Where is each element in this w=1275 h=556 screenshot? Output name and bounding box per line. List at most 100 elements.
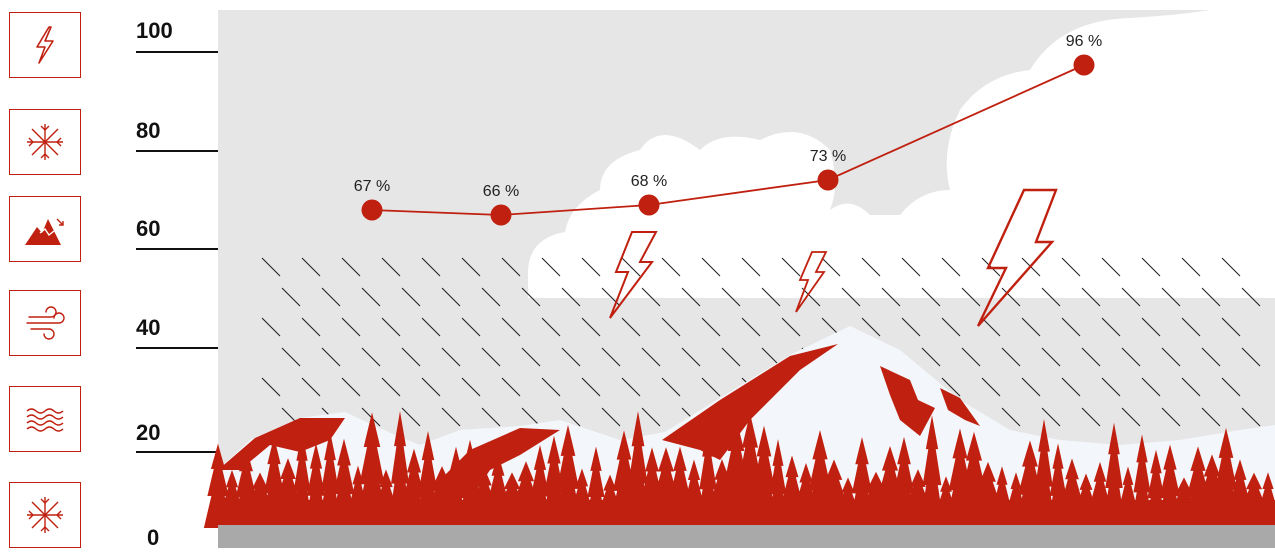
rain-streak xyxy=(861,257,881,277)
ytick-40: 40 xyxy=(136,315,161,340)
rain-streak xyxy=(561,347,581,367)
rain-streak xyxy=(1021,377,1041,397)
ytick-100: 100 xyxy=(136,18,173,43)
rain-streak xyxy=(1161,407,1181,427)
rain-streak xyxy=(441,347,461,367)
rain-streak xyxy=(981,317,1001,337)
rain-streak xyxy=(781,257,801,277)
rain-streak xyxy=(861,317,881,337)
rain-streak xyxy=(1121,347,1141,367)
rain-streak xyxy=(341,317,361,337)
waves-icon-box xyxy=(9,386,81,452)
rain-streak xyxy=(421,377,441,397)
rain-streak xyxy=(961,347,981,367)
rain-streak xyxy=(1141,317,1161,337)
rain-streak xyxy=(1221,317,1241,337)
rain-streak xyxy=(921,287,941,307)
rain-streak xyxy=(541,317,561,337)
rain-streak xyxy=(941,257,961,277)
rain-streak xyxy=(601,287,621,307)
rain-streak xyxy=(1181,377,1201,397)
rain-streak xyxy=(1001,287,1021,307)
rain-streak xyxy=(421,317,441,337)
rain-streak xyxy=(441,407,461,427)
rain-streak xyxy=(541,257,561,277)
data-label: 66 % xyxy=(483,183,519,200)
rain-streak xyxy=(501,377,521,397)
rain-streak xyxy=(521,287,541,307)
rain-streak xyxy=(1081,407,1101,427)
rain-streak xyxy=(281,347,301,367)
rain-streak xyxy=(741,317,761,337)
lightning-bolt xyxy=(795,251,828,313)
rain-streak xyxy=(1081,347,1101,367)
rain-streak xyxy=(901,257,921,277)
rain-streak xyxy=(1101,257,1121,277)
rain-streak xyxy=(481,287,501,307)
ytick-60: 60 xyxy=(136,216,161,241)
rain-streak xyxy=(501,317,521,337)
rain-streak xyxy=(1221,377,1241,397)
rain-streak xyxy=(461,377,481,397)
rain-streak xyxy=(661,257,681,277)
rain-streak xyxy=(961,287,981,307)
lightning-icon xyxy=(36,26,54,64)
rain-streak xyxy=(641,347,661,367)
rain-streak xyxy=(601,407,621,427)
rain-streak xyxy=(821,257,841,277)
lightning-bolt xyxy=(609,231,658,319)
rain-streak xyxy=(461,257,481,277)
rain-streak xyxy=(401,407,421,427)
rain-streak xyxy=(1001,347,1021,367)
wind-icon xyxy=(26,306,65,340)
ytick-line-20 xyxy=(136,451,274,453)
rain-streak xyxy=(1181,317,1201,337)
rain-streak xyxy=(801,287,821,307)
data-point xyxy=(638,194,660,216)
rain-streak xyxy=(521,347,541,367)
data-point xyxy=(1073,54,1095,76)
rain-streak xyxy=(701,257,721,277)
rain-streak xyxy=(1241,287,1261,307)
ytick-line-40 xyxy=(136,347,274,349)
rain-streak xyxy=(561,287,581,307)
rain-streak xyxy=(581,377,601,397)
rain-streak xyxy=(1221,257,1241,277)
rain-streak xyxy=(361,347,381,367)
rain-streak xyxy=(1061,377,1081,397)
rain-streak xyxy=(841,287,861,307)
rain-streak xyxy=(641,407,661,427)
rain-streak xyxy=(481,347,501,367)
rain-streak xyxy=(381,317,401,337)
data-label: 68 % xyxy=(631,173,667,190)
rain-streak xyxy=(421,257,441,277)
rain-streak xyxy=(941,317,961,337)
rain-streak xyxy=(921,347,941,367)
rain-streak xyxy=(1061,257,1081,277)
rain-streak xyxy=(1161,347,1181,367)
rain-streak xyxy=(1061,317,1081,337)
rain-streak xyxy=(601,347,621,367)
rain-streak xyxy=(461,317,481,337)
tree xyxy=(919,415,945,528)
rain-streak xyxy=(721,287,741,307)
rain-streak xyxy=(621,317,641,337)
rain-streak xyxy=(901,317,921,337)
mountain-avalanche-icon xyxy=(25,218,64,245)
snowflake-icon-box xyxy=(9,109,81,175)
rain-streak xyxy=(1181,257,1201,277)
rain-streak xyxy=(341,377,361,397)
tree xyxy=(388,411,412,528)
rain-streak xyxy=(1101,377,1121,397)
waves-icon xyxy=(26,408,64,432)
ytick-80: 80 xyxy=(136,118,161,143)
snowflake-icon xyxy=(27,497,63,533)
data-label: 73 % xyxy=(810,148,846,165)
rain-streak xyxy=(301,377,321,397)
rain-streak xyxy=(381,377,401,397)
rain-streak xyxy=(561,407,581,427)
rain-streak xyxy=(661,377,681,397)
rain-streak xyxy=(1121,407,1141,427)
data-point xyxy=(361,199,383,221)
rain-streak xyxy=(941,377,961,397)
